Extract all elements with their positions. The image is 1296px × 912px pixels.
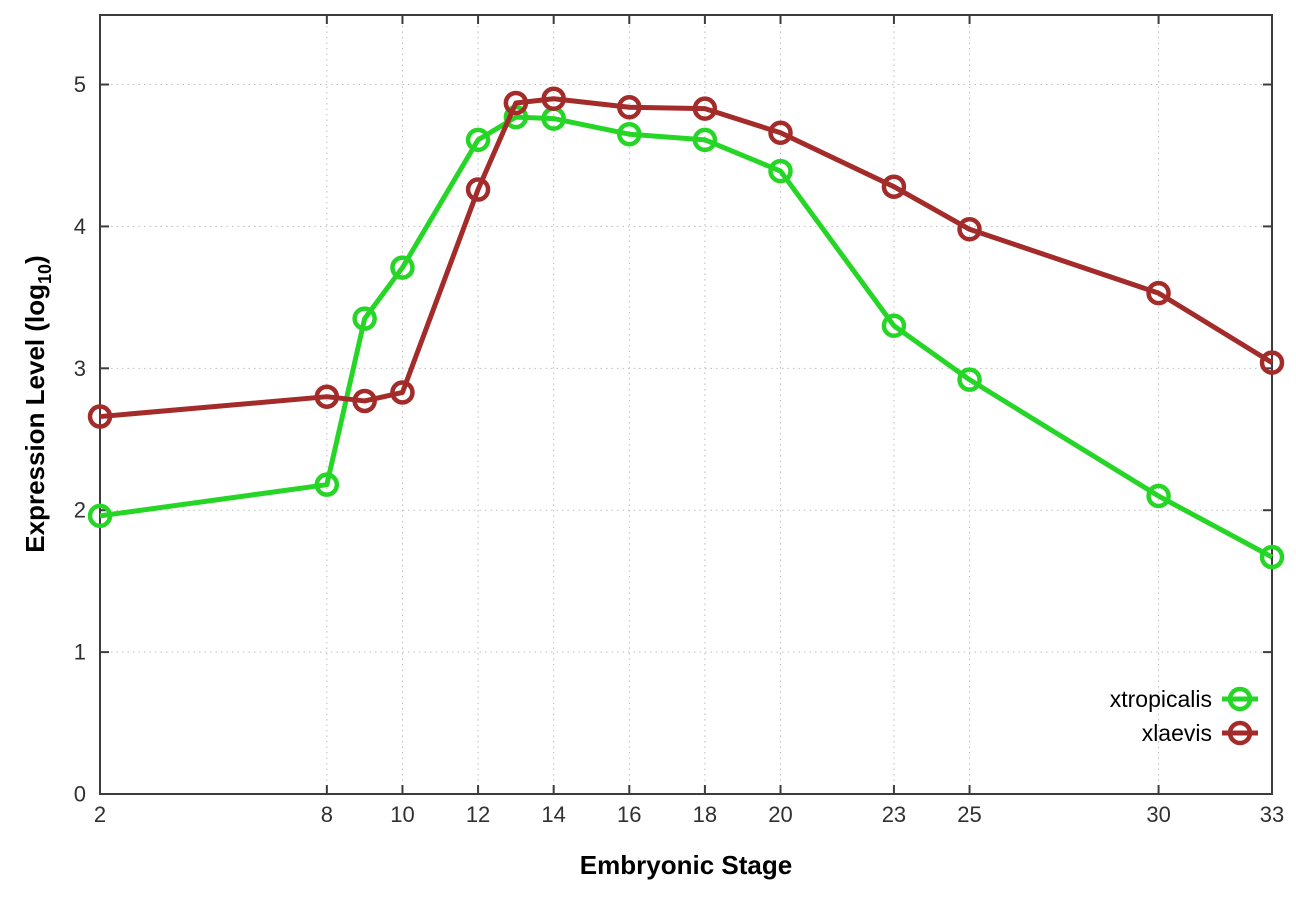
data-point-xtropicalis <box>352 306 377 331</box>
data-point-xlaevis <box>465 177 491 202</box>
y-axis-title-base: Expression Level (log <box>20 284 50 553</box>
x-tick-label: 2 <box>94 802 106 827</box>
x-tick-label: 23 <box>882 802 906 827</box>
legend: xtropicalis xlaevis <box>1110 686 1258 746</box>
data-point-xlaevis <box>352 388 377 414</box>
data-point-xtropicalis <box>314 472 340 497</box>
x-tick-label: 14 <box>541 802 565 827</box>
data-point-xlaevis <box>1259 350 1285 375</box>
data-point-xtropicalis <box>768 158 793 184</box>
data-point-xlaevis <box>692 96 718 121</box>
series-xlaevis <box>87 86 1285 429</box>
data-point-xlaevis <box>390 380 415 405</box>
x-tick-label: 10 <box>390 802 414 827</box>
y-axis-title-close: ) <box>20 255 50 264</box>
x-tick-label: 12 <box>466 802 490 827</box>
data-point-xlaevis <box>87 404 113 429</box>
legend-entry-xtropicalis: xtropicalis <box>1110 686 1258 712</box>
data-point-xlaevis <box>617 94 642 120</box>
data-point-xtropicalis <box>957 367 982 392</box>
x-tick-label: 16 <box>617 802 641 827</box>
data-point-xlaevis <box>957 217 982 242</box>
x-tick-label: 25 <box>957 802 981 827</box>
data-point-xtropicalis <box>617 121 642 147</box>
x-axis-title: Embryonic Stage <box>580 850 792 880</box>
data-point-xtropicalis <box>1259 544 1285 570</box>
y-axis-title-subscript: 10 <box>35 264 55 284</box>
data-point-xlaevis <box>503 90 529 116</box>
data-point-xtropicalis <box>692 127 718 153</box>
legend-sample-marker-xtropicalis <box>1227 686 1253 712</box>
y-axis-title: Expression Level (log10) <box>20 255 55 552</box>
x-tick-label: 33 <box>1260 802 1284 827</box>
plot-border <box>99 14 1273 795</box>
x-tick-label: 20 <box>768 802 792 827</box>
data-point-xtropicalis <box>881 313 907 338</box>
data-point-xlaevis <box>881 174 907 199</box>
y-tick-label: 5 <box>74 72 86 97</box>
y-tick-label: 0 <box>74 782 86 807</box>
data-point-xtropicalis <box>1146 483 1171 509</box>
y-tick-label: 4 <box>74 214 86 239</box>
legend-label-xlaevis: xlaevis <box>1142 720 1212 746</box>
data-point-xlaevis <box>768 120 793 146</box>
legend-entry-xlaevis: xlaevis <box>1142 720 1258 746</box>
series-line-xlaevis <box>99 96 1274 420</box>
data-point-xlaevis <box>314 384 340 409</box>
legend-label-xtropicalis: xtropicalis <box>1110 686 1212 712</box>
series-xtropicalis <box>87 104 1285 570</box>
x-tick-label: 30 <box>1146 802 1170 827</box>
x-tick-label: 18 <box>693 802 717 827</box>
data-point-xtropicalis <box>390 255 415 280</box>
y-tick-label: 3 <box>74 356 86 381</box>
series-line-xtropicalis <box>99 114 1274 560</box>
y-tick-label: 2 <box>74 498 86 523</box>
y-tick-label: 1 <box>74 640 86 665</box>
data-point-xtropicalis <box>465 127 491 153</box>
data-point-xtropicalis <box>87 503 113 529</box>
legend-sample-marker-xlaevis <box>1227 720 1253 746</box>
data-point-xlaevis <box>1146 280 1171 306</box>
x-tick-label: 8 <box>321 802 333 827</box>
data-point-xlaevis <box>541 86 566 111</box>
